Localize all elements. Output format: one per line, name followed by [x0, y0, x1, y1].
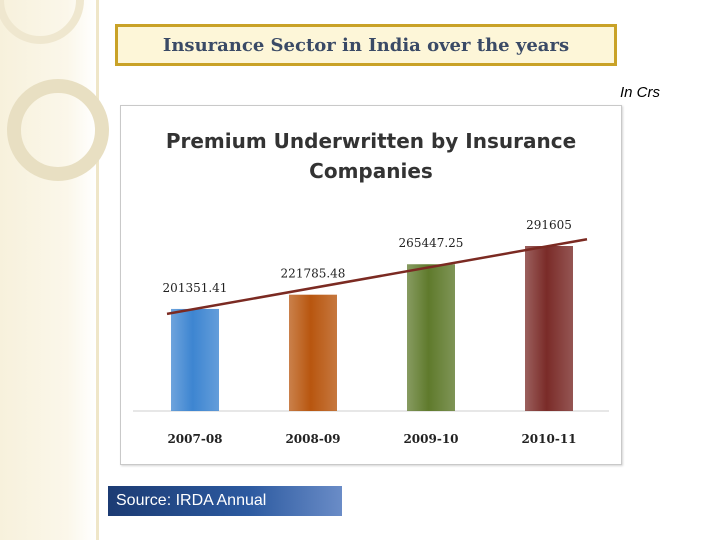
decorative-circles	[0, 0, 109, 181]
data-label: 201351.41	[163, 281, 228, 295]
x-tick-label: 2009-10	[403, 432, 458, 446]
data-label: 265447.25	[399, 236, 464, 250]
x-tick-label: 2010-11	[521, 432, 576, 446]
data-label: 291605	[526, 218, 572, 232]
chart-title-line: Companies	[309, 159, 433, 183]
source-box: Source: IRDA Annual	[108, 486, 342, 516]
trend-line	[166, 238, 588, 316]
bar-2010-11	[525, 246, 573, 411]
bar-2009-10	[407, 264, 455, 411]
premium-bar-chart: Premium Underwritten by Insurance Compani…	[133, 129, 609, 446]
bar-2007-08	[171, 308, 219, 411]
chart-title-line: Premium Underwritten by Insurance	[166, 129, 576, 153]
x-tick-label: 2007-08	[167, 432, 222, 446]
slide-title-box: Insurance Sector in India over the years	[115, 24, 617, 66]
source-text: Source: IRDA Annual	[116, 492, 267, 509]
x-tick-label: 2008-09	[285, 432, 340, 446]
bar-2008-09	[289, 294, 337, 411]
slide-title: Insurance Sector in India over the years	[162, 34, 570, 56]
unit-label: In Crs	[620, 84, 661, 101]
decorative-band-edge	[96, 0, 99, 540]
data-label: 221785.48	[281, 267, 346, 281]
chart-frame: Premium Underwritten by Insurance Compani…	[120, 105, 622, 465]
